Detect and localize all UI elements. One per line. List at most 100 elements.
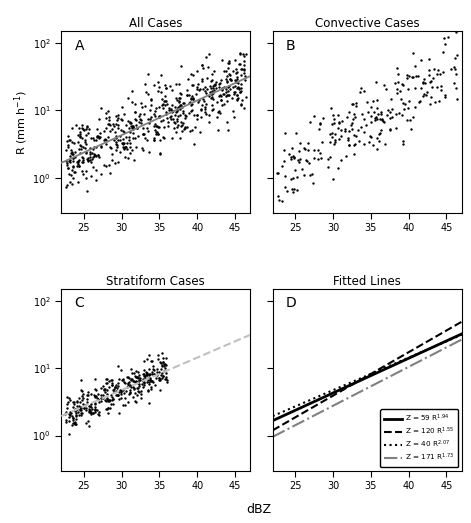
Point <box>210 94 217 103</box>
Point <box>164 122 172 131</box>
Point <box>112 132 120 140</box>
Point <box>129 374 136 383</box>
Point <box>146 376 154 384</box>
Point <box>338 117 346 126</box>
Point <box>68 138 75 146</box>
Point <box>208 100 216 109</box>
Point <box>224 72 231 81</box>
Point <box>199 64 207 72</box>
Point <box>152 104 160 112</box>
Point <box>188 92 196 100</box>
Point <box>122 121 130 130</box>
Point <box>82 174 89 183</box>
Text: C: C <box>74 297 84 311</box>
Title: Fitted Lines: Fitted Lines <box>333 275 401 288</box>
Point <box>117 386 124 395</box>
Point <box>409 49 417 57</box>
Point <box>328 129 335 138</box>
Point <box>435 97 443 105</box>
Point <box>77 376 84 384</box>
Point <box>151 381 158 389</box>
Point <box>66 408 74 416</box>
Point <box>394 78 401 86</box>
Point <box>437 82 445 90</box>
Point <box>328 133 336 142</box>
Point <box>222 92 230 100</box>
Point <box>126 385 134 394</box>
Point <box>428 93 435 101</box>
Point <box>67 149 74 157</box>
Point <box>114 111 122 119</box>
Point <box>133 378 141 386</box>
Point <box>74 131 81 139</box>
Point <box>163 100 171 108</box>
Point <box>80 158 87 166</box>
Point <box>140 357 147 365</box>
Point <box>243 93 250 101</box>
Point <box>133 372 140 381</box>
Point <box>227 75 235 84</box>
Point <box>147 100 154 109</box>
Point <box>155 368 163 376</box>
Point <box>132 142 140 151</box>
Point <box>79 390 87 398</box>
Point <box>119 376 127 384</box>
Point <box>225 59 233 67</box>
Point <box>217 96 224 104</box>
Point <box>73 405 81 413</box>
Point <box>217 90 224 99</box>
Point <box>366 132 374 140</box>
Point <box>453 51 461 59</box>
Point <box>167 106 175 114</box>
Point <box>93 132 101 141</box>
Point <box>364 108 371 116</box>
Point <box>65 132 72 141</box>
Point <box>124 372 132 381</box>
Point <box>124 397 131 406</box>
Point <box>76 149 84 157</box>
Point <box>154 130 162 138</box>
Point <box>95 390 102 399</box>
Point <box>71 417 79 426</box>
Point <box>379 117 387 125</box>
Point <box>201 97 208 105</box>
Point <box>137 110 144 118</box>
Point <box>281 157 288 165</box>
Point <box>87 150 94 158</box>
Point <box>78 387 86 395</box>
Point <box>136 374 144 382</box>
Point <box>127 139 134 147</box>
Point <box>178 103 186 111</box>
Point <box>85 422 92 430</box>
Point <box>367 104 375 112</box>
Point <box>176 97 183 105</box>
Point <box>151 107 159 116</box>
Point <box>452 28 459 36</box>
Point <box>73 402 81 410</box>
Point <box>145 119 153 128</box>
Point <box>414 72 422 81</box>
Point <box>145 385 152 394</box>
Point <box>86 408 93 416</box>
Point <box>104 403 111 412</box>
Point <box>185 99 193 107</box>
Point <box>208 93 216 101</box>
Point <box>369 141 377 150</box>
Point <box>100 127 107 135</box>
Point <box>66 396 74 404</box>
Point <box>119 376 126 384</box>
Point <box>126 118 134 127</box>
Point <box>175 79 183 88</box>
Point <box>328 120 335 128</box>
Point <box>78 409 86 417</box>
Point <box>72 412 79 420</box>
Point <box>135 376 143 384</box>
Point <box>229 67 236 75</box>
Point <box>85 404 92 413</box>
Point <box>341 125 348 133</box>
Point <box>95 408 103 417</box>
Point <box>149 361 156 370</box>
Point <box>395 109 403 117</box>
Point <box>453 95 461 103</box>
Point <box>231 82 239 90</box>
